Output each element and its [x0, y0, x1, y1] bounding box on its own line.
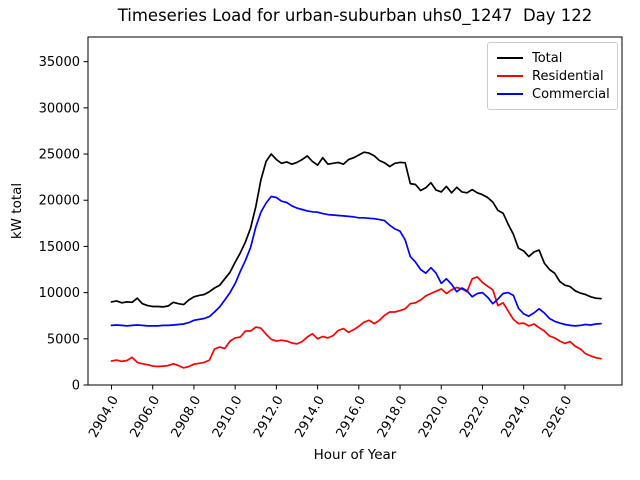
series-line-total [110, 151, 602, 308]
legend: Total Residential Commercial [487, 42, 618, 110]
legend-item-residential: Residential [497, 67, 608, 85]
svg-text:2926.0: 2926.0 [540, 394, 576, 441]
series-line-commercial [110, 195, 602, 327]
svg-text:2906.0: 2906.0 [127, 394, 163, 441]
legend-item-total: Total [497, 49, 608, 67]
svg-text:10000: 10000 [39, 286, 80, 301]
y-axis-label: kW total [9, 183, 25, 239]
svg-text:2920.0: 2920.0 [416, 394, 452, 441]
svg-text:2904.0: 2904.0 [86, 394, 122, 441]
y-axis: 0 5000 10000 15000 20000 25000 30000 35000 [39, 55, 88, 394]
svg-text:2916.0: 2916.0 [334, 394, 370, 441]
x-axis: 2904.0 2906.0 2908.0 2910.0 2912.0 2914.0 2916… [86, 385, 575, 440]
svg-text:2908.0: 2908.0 [169, 394, 205, 441]
series-lines [110, 151, 602, 369]
legend-label-residential: Residential [532, 68, 604, 84]
legend-item-commercial: Commercial [497, 85, 610, 103]
legend-label-commercial: Commercial [532, 86, 610, 102]
svg-text:2924.0: 2924.0 [498, 394, 534, 441]
svg-text:15000: 15000 [39, 240, 80, 255]
svg-text:2914.0: 2914.0 [292, 394, 328, 441]
legend-label-total: Total [532, 50, 563, 66]
series-line-residential [110, 276, 602, 369]
svg-text:2910.0: 2910.0 [210, 394, 246, 441]
svg-text:5000: 5000 [47, 332, 80, 347]
svg-text:25000: 25000 [39, 148, 80, 163]
svg-text:0: 0 [72, 379, 80, 394]
total-line-swatch [497, 57, 523, 59]
svg-text:2912.0: 2912.0 [251, 394, 287, 441]
svg-text:30000: 30000 [39, 101, 80, 116]
residential-line-swatch [497, 75, 523, 77]
svg-text:35000: 35000 [39, 55, 80, 70]
commercial-line-swatch [497, 93, 523, 95]
chart-title: Timeseries Load for urban-suburban uhs0_… [117, 6, 593, 26]
x-axis-label: Hour of Year [314, 447, 397, 463]
svg-text:2922.0: 2922.0 [457, 394, 493, 441]
svg-text:20000: 20000 [39, 194, 80, 209]
plot-frame [87, 36, 623, 386]
svg-text:2918.0: 2918.0 [375, 394, 411, 441]
